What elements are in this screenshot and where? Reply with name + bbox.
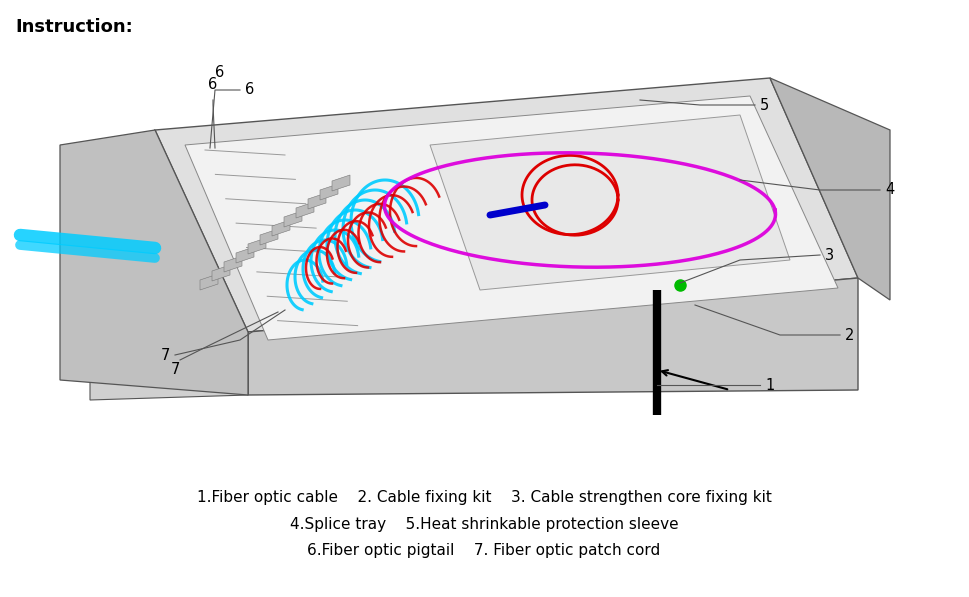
- Text: 7: 7: [161, 347, 170, 362]
- Polygon shape: [185, 96, 838, 340]
- Polygon shape: [60, 130, 248, 395]
- Text: 6: 6: [215, 65, 225, 80]
- Polygon shape: [200, 274, 218, 290]
- Polygon shape: [212, 265, 230, 281]
- Text: 1.Fiber optic cable    2. Cable fixing kit    3. Cable strengthen core fixing ki: 1.Fiber optic cable 2. Cable fixing kit …: [197, 490, 771, 505]
- Polygon shape: [248, 238, 266, 254]
- Text: 4: 4: [885, 183, 894, 198]
- Polygon shape: [155, 78, 858, 332]
- Text: 2: 2: [845, 328, 855, 343]
- Polygon shape: [296, 202, 314, 218]
- Text: 5: 5: [760, 97, 769, 112]
- Text: 4.Splice tray    5.Heat shrinkable protection sleeve: 4.Splice tray 5.Heat shrinkable protecti…: [290, 517, 678, 532]
- Polygon shape: [248, 278, 858, 395]
- Text: 6: 6: [208, 77, 218, 92]
- Polygon shape: [770, 78, 890, 300]
- Polygon shape: [430, 115, 790, 290]
- Text: 6: 6: [245, 82, 254, 97]
- Polygon shape: [272, 220, 290, 236]
- Text: 3: 3: [825, 248, 834, 263]
- Polygon shape: [224, 256, 242, 272]
- Polygon shape: [260, 229, 278, 245]
- Text: 7: 7: [171, 362, 179, 377]
- Polygon shape: [308, 193, 326, 209]
- Polygon shape: [332, 175, 350, 191]
- Polygon shape: [284, 211, 302, 227]
- Polygon shape: [90, 130, 248, 400]
- Text: 6.Fiber optic pigtail    7. Fiber optic patch cord: 6.Fiber optic pigtail 7. Fiber optic pat…: [307, 543, 661, 558]
- Polygon shape: [320, 184, 338, 200]
- Text: Instruction:: Instruction:: [15, 18, 133, 36]
- Polygon shape: [236, 247, 254, 263]
- Text: 1: 1: [765, 377, 774, 392]
